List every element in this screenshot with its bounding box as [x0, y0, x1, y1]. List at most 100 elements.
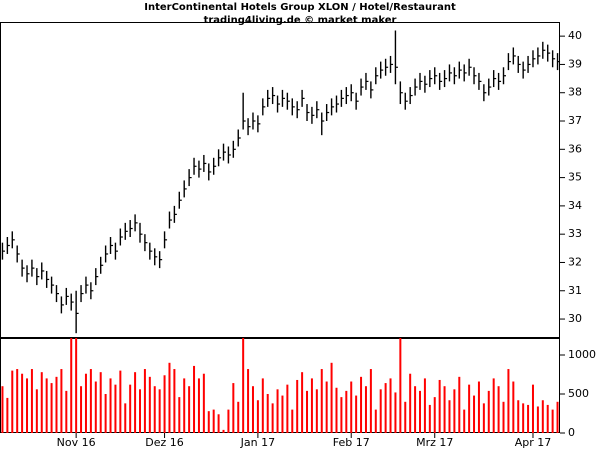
- volume-bar: [536, 406, 539, 433]
- volume-bar: [433, 397, 436, 433]
- volume-bar: [173, 369, 176, 433]
- x-tick-label: Apr 17: [515, 436, 552, 449]
- chart-subtitle: trading4living.de © market maker: [204, 15, 397, 26]
- volume-bar: [394, 392, 397, 433]
- y-tick-label: 500: [568, 387, 589, 400]
- volume-bar: [335, 387, 338, 433]
- volume-bar: [65, 390, 68, 433]
- volume-bar: [512, 381, 515, 433]
- volume-bar: [232, 383, 235, 433]
- volume-bar: [468, 384, 471, 433]
- y-tick-label: 40: [568, 29, 582, 42]
- x-tick-label: Mrz 17: [416, 436, 453, 449]
- y-tick-label: 0: [568, 426, 575, 439]
- volume-bar: [330, 362, 333, 433]
- chart-title: InterContinental Hotels Group XLON / Hot…: [144, 2, 456, 13]
- volume-bar: [369, 369, 372, 433]
- volume-bar: [1, 386, 4, 433]
- volume-bar: [296, 379, 299, 433]
- volume-bar: [477, 381, 480, 433]
- volume-bar: [271, 403, 274, 433]
- volume-bar: [212, 409, 215, 433]
- y-tick-label: 30: [568, 312, 582, 325]
- volume-bar: [247, 369, 250, 433]
- volume-bar: [266, 394, 269, 433]
- volume-bar: [124, 403, 127, 433]
- volume-bar: [551, 409, 554, 433]
- x-tick-label: Nov 16: [57, 436, 96, 449]
- volume-bar: [40, 372, 43, 433]
- y-tick-label: 36: [568, 142, 582, 155]
- volume-bar: [163, 375, 166, 433]
- volume-bar: [21, 373, 24, 433]
- volume-bar: [168, 362, 171, 433]
- volume-bar: [178, 397, 181, 433]
- volume-bar: [315, 389, 318, 433]
- volume-bar: [325, 381, 328, 433]
- volume-bar: [423, 378, 426, 433]
- volume-bar: [70, 338, 73, 433]
- volume-bar: [428, 404, 431, 433]
- volume-bar: [281, 395, 284, 433]
- volume-bar: [89, 369, 92, 433]
- volume-bar: [497, 386, 500, 433]
- volume-bar: [202, 373, 205, 433]
- volume-bar: [26, 378, 29, 433]
- y-tick-label: 37: [568, 114, 582, 127]
- y-tick-label: 39: [568, 57, 582, 70]
- volume-bar: [458, 376, 461, 433]
- volume-bar: [129, 384, 132, 433]
- volume-bar: [482, 403, 485, 433]
- volume-bar: [114, 384, 117, 433]
- y-tick-label: 38: [568, 86, 582, 99]
- volume-bar: [188, 386, 191, 433]
- volume-bar: [50, 383, 53, 433]
- volume-bar: [197, 378, 200, 433]
- volume-bar: [556, 401, 559, 433]
- volume-bar: [222, 429, 225, 433]
- volume-bar: [119, 370, 122, 433]
- y-tick-label: 35: [568, 171, 582, 184]
- volume-bar: [148, 376, 151, 433]
- volume-bar: [99, 372, 102, 433]
- volume-bar: [531, 384, 534, 433]
- volume-bar: [546, 404, 549, 433]
- volume-bar: [374, 409, 377, 433]
- volume-bar: [364, 386, 367, 433]
- volume-bar: [399, 338, 402, 433]
- x-tick-label: Dez 16: [145, 436, 184, 449]
- volume-bar: [94, 381, 97, 433]
- volume-bar: [75, 338, 78, 433]
- volume-bar: [256, 400, 259, 433]
- y-tick-label: 34: [568, 199, 582, 212]
- y-tick-label: 33: [568, 227, 582, 240]
- volume-bar: [104, 394, 107, 433]
- volume-bar: [463, 409, 466, 433]
- volume-bar: [507, 369, 510, 433]
- volume-bar: [286, 384, 289, 433]
- volume-bar: [404, 401, 407, 433]
- volume-bar: [320, 369, 323, 433]
- volume-bar: [473, 395, 476, 433]
- volume-bar: [310, 378, 313, 433]
- volume-bar: [276, 389, 279, 433]
- volume-bar: [45, 378, 48, 433]
- volume-bar: [251, 386, 254, 433]
- volume-bar: [55, 376, 58, 433]
- volume-bar: [60, 369, 63, 433]
- volume-bar: [207, 411, 210, 433]
- volume-bar: [340, 397, 343, 433]
- x-tick-label: Feb 17: [333, 436, 370, 449]
- volume-bar: [492, 378, 495, 433]
- volume-bar: [487, 390, 490, 433]
- volume-bar: [242, 338, 245, 433]
- volume-bar: [414, 386, 417, 433]
- volume-bar: [217, 414, 220, 433]
- volume-bar: [443, 386, 446, 433]
- volume-bar: [153, 386, 156, 433]
- volume-bar: [134, 372, 137, 433]
- volume-bar: [35, 389, 38, 433]
- volume-bar: [30, 369, 33, 433]
- volume-bar: [16, 369, 19, 433]
- volume-bar: [355, 395, 358, 433]
